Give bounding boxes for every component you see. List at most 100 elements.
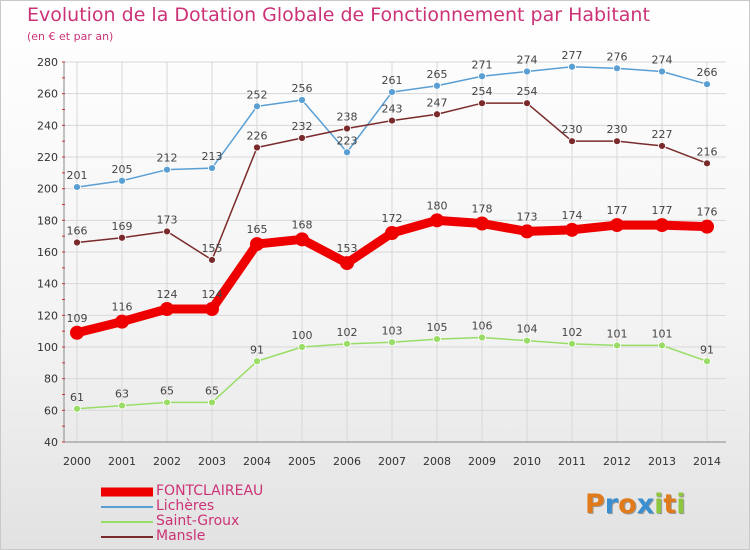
x-tick-label: 2005 — [288, 455, 316, 468]
data-point — [430, 213, 444, 228]
x-tick-label: 2001 — [108, 455, 136, 468]
data-point — [610, 218, 624, 233]
data-label: 277 — [562, 49, 583, 62]
data-label: 176 — [697, 206, 718, 219]
data-point — [523, 67, 531, 76]
y-tick-label: 220 — [37, 151, 58, 164]
data-label: 169 — [112, 220, 133, 233]
data-label: 109 — [67, 312, 88, 325]
data-label: 230 — [562, 123, 583, 136]
data-point — [478, 72, 486, 81]
x-tick-label: 2004 — [243, 455, 271, 468]
y-tick-label: 40 — [44, 436, 58, 449]
data-point — [298, 96, 306, 104]
data-label: 226 — [247, 130, 268, 143]
data-label: 274 — [517, 54, 538, 67]
data-point — [160, 302, 174, 316]
legend-item: FONTCLAIREAU — [101, 484, 361, 499]
data-label: 173 — [157, 213, 178, 226]
data-label: 213 — [202, 150, 223, 163]
data-point — [475, 216, 489, 231]
data-label: 101 — [607, 327, 628, 340]
data-point — [700, 219, 714, 234]
data-point — [703, 80, 711, 89]
data-label: 238 — [337, 111, 358, 124]
data-point — [208, 164, 216, 172]
data-label: 247 — [427, 96, 448, 109]
data-point — [253, 357, 261, 366]
data-point — [118, 176, 126, 185]
data-label: 243 — [382, 103, 403, 116]
data-point — [208, 398, 216, 407]
data-point — [163, 398, 171, 407]
x-tick-label: 2007 — [378, 455, 406, 468]
data-label: 232 — [292, 120, 313, 133]
data-label: 254 — [472, 85, 493, 98]
data-label: 223 — [337, 134, 358, 147]
data-label: 153 — [337, 242, 358, 255]
data-label: 172 — [382, 212, 403, 225]
data-label: 173 — [517, 210, 538, 223]
x-tick-label: 2006 — [333, 455, 361, 468]
data-label: 101 — [652, 327, 673, 340]
legend-label: Saint-Groux — [156, 513, 240, 529]
x-tick-label: 2003 — [198, 455, 226, 468]
legend-swatch — [101, 505, 153, 508]
data-point — [70, 325, 84, 340]
data-point — [343, 124, 351, 133]
data-point — [568, 137, 576, 146]
x-tick-label: 2000 — [63, 455, 91, 468]
data-label: 177 — [607, 204, 628, 217]
x-tick-label: 2002 — [153, 455, 181, 468]
x-tick-label: 2010 — [513, 455, 541, 468]
data-point — [253, 102, 261, 111]
logo-letter: r — [604, 489, 619, 520]
data-label: 274 — [652, 54, 673, 67]
series-fontclaireau: 109 116 124 124 165 168 153 172 180 178 173 174 177 1… — [67, 199, 718, 340]
data-point — [298, 343, 306, 351]
data-point — [523, 336, 531, 345]
data-label: 201 — [67, 169, 88, 182]
logo-letter: P — [585, 489, 605, 520]
data-point — [118, 401, 126, 410]
data-label: 261 — [382, 74, 403, 87]
legend-item: Lichères — [101, 499, 361, 514]
data-point — [613, 137, 621, 146]
data-label: 177 — [652, 204, 673, 217]
data-point — [658, 341, 666, 350]
data-point — [163, 165, 171, 174]
legend-swatch — [101, 487, 153, 496]
data-point — [388, 338, 396, 347]
plot-area: 40 60 80 100 120 140 160 180 200 220 240 260 280 2000… — [37, 49, 726, 468]
data-point — [568, 339, 576, 348]
logo-letter: i — [676, 489, 686, 520]
data-point — [433, 335, 441, 343]
x-tick-label: 2011 — [558, 455, 586, 468]
y-tick-label: 160 — [37, 246, 58, 259]
data-point — [343, 148, 351, 157]
data-label: 61 — [70, 391, 84, 404]
data-point — [73, 183, 81, 191]
logo-letter: i — [654, 489, 664, 520]
proxiti-logo: Proxiti — [585, 489, 686, 520]
data-point — [208, 256, 216, 264]
data-label: 254 — [517, 85, 538, 98]
data-label: 124 — [157, 288, 178, 301]
data-label: 265 — [427, 68, 448, 81]
data-label: 276 — [607, 50, 628, 63]
data-point — [478, 99, 486, 108]
data-point — [658, 67, 666, 76]
data-point — [613, 341, 621, 350]
data-point — [478, 333, 486, 342]
data-point — [340, 256, 354, 271]
data-point — [523, 99, 531, 108]
data-label: 212 — [157, 152, 178, 165]
data-label: 116 — [112, 301, 133, 314]
data-point — [298, 134, 306, 142]
legend-label: Mansle — [156, 528, 206, 544]
data-label: 168 — [292, 218, 313, 231]
data-label: 227 — [652, 128, 673, 141]
data-point — [433, 110, 441, 119]
legend: FONTCLAIREAU Lichères Saint-Groux Mansle — [101, 484, 361, 544]
